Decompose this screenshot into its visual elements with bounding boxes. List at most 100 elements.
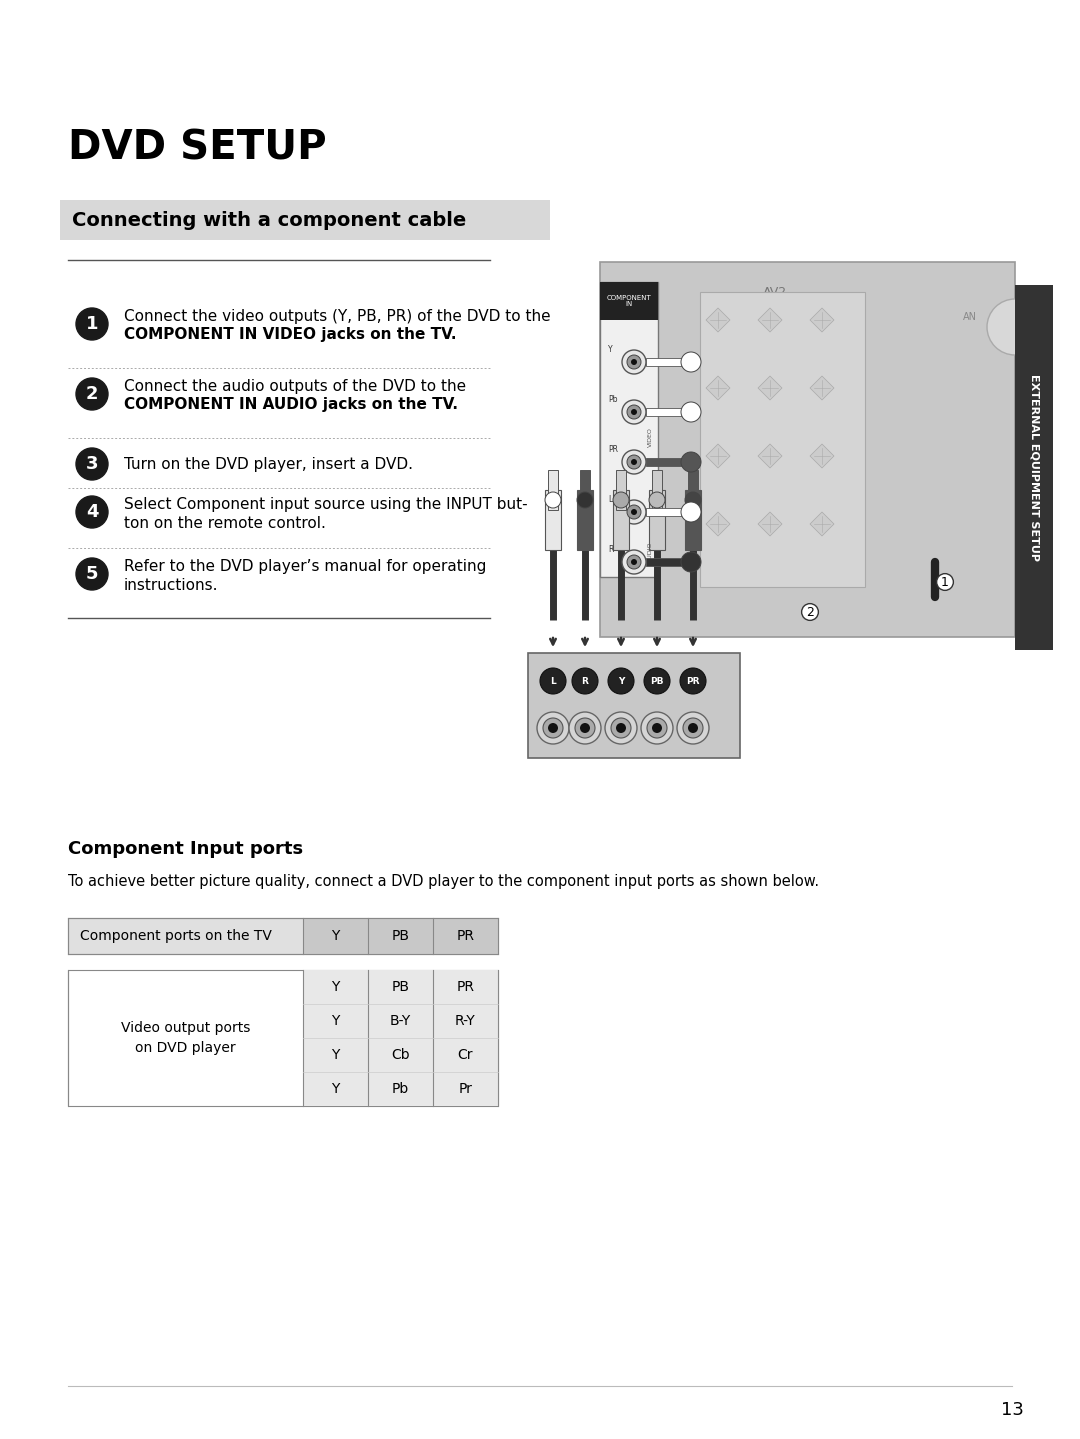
Circle shape (627, 355, 642, 368)
Circle shape (76, 308, 108, 340)
Text: AUDIO: AUDIO (648, 541, 652, 563)
Bar (600, 262, 1015, 637)
Circle shape (605, 712, 637, 744)
Bar (646, 409, 691, 416)
Circle shape (681, 502, 701, 522)
Circle shape (681, 452, 701, 472)
Bar (600, 282, 658, 577)
Text: R: R (581, 676, 589, 685)
Circle shape (631, 509, 637, 515)
Circle shape (627, 455, 642, 469)
Circle shape (680, 668, 706, 694)
Circle shape (642, 712, 673, 744)
Text: Component Input ports: Component Input ports (68, 840, 303, 858)
Bar (646, 358, 691, 366)
Text: AN: AN (963, 312, 977, 322)
Polygon shape (706, 512, 730, 535)
Polygon shape (758, 308, 782, 332)
Text: COMPONENT IN VIDEO jacks on the TV.: COMPONENT IN VIDEO jacks on the TV. (124, 328, 457, 342)
Text: COMPONENT
IN: COMPONENT IN (607, 295, 651, 308)
Text: 4: 4 (85, 504, 98, 521)
Circle shape (627, 505, 642, 519)
Text: Y: Y (332, 980, 340, 994)
Text: Cb: Cb (391, 1048, 409, 1062)
Text: Pr: Pr (459, 1082, 472, 1097)
Bar (616, 471, 626, 509)
Bar (600, 282, 658, 319)
Text: Connect the audio outputs of the DVD to the: Connect the audio outputs of the DVD to … (124, 380, 467, 394)
Bar (433, 918, 498, 954)
Bar (433, 970, 498, 1107)
Circle shape (627, 404, 642, 419)
Text: 2: 2 (806, 606, 814, 619)
Circle shape (548, 722, 558, 732)
Text: VIDEO: VIDEO (648, 427, 652, 448)
Bar (688, 471, 698, 509)
Bar (68, 918, 498, 954)
Circle shape (627, 555, 642, 568)
Polygon shape (810, 512, 834, 535)
Circle shape (622, 499, 646, 524)
Text: Y: Y (332, 930, 340, 943)
Bar (528, 653, 740, 758)
Bar (60, 200, 550, 240)
Circle shape (647, 718, 667, 738)
Text: Y: Y (332, 1014, 340, 1027)
Circle shape (613, 492, 629, 508)
Text: Video output ports
on DVD player: Video output ports on DVD player (121, 1020, 251, 1055)
Bar (700, 292, 865, 587)
Text: Y: Y (332, 1048, 340, 1062)
Circle shape (545, 492, 561, 508)
Text: 13: 13 (1000, 1402, 1024, 1419)
Bar (303, 970, 368, 1107)
Bar (613, 491, 629, 550)
Circle shape (575, 718, 595, 738)
Text: 3: 3 (85, 455, 98, 473)
Circle shape (611, 718, 631, 738)
Circle shape (631, 358, 637, 366)
Text: Turn on the DVD player, insert a DVD.: Turn on the DVD player, insert a DVD. (124, 456, 413, 472)
Circle shape (681, 353, 701, 373)
Bar (577, 491, 593, 550)
Circle shape (622, 350, 646, 374)
Text: L: L (550, 676, 556, 685)
Circle shape (622, 450, 646, 473)
Text: DVD SETUP: DVD SETUP (68, 128, 326, 168)
Text: AV2: AV2 (762, 285, 787, 298)
Text: Connect the video outputs (Y, PB, PR) of the DVD to the: Connect the video outputs (Y, PB, PR) of… (124, 309, 551, 325)
Text: Y: Y (608, 345, 612, 354)
Text: Y: Y (332, 1082, 340, 1097)
Polygon shape (706, 308, 730, 332)
Circle shape (631, 558, 637, 566)
Bar (649, 491, 665, 550)
Circle shape (681, 401, 701, 422)
Circle shape (569, 712, 600, 744)
Text: Refer to the DVD player’s manual for operating: Refer to the DVD player’s manual for ope… (124, 560, 486, 574)
Text: PR: PR (686, 676, 700, 685)
Bar (646, 458, 691, 466)
Polygon shape (810, 308, 834, 332)
Polygon shape (706, 376, 730, 400)
Bar (646, 508, 691, 517)
Bar (646, 558, 691, 566)
Text: instructions.: instructions. (124, 577, 218, 593)
Text: L: L (608, 495, 612, 505)
Text: Pb: Pb (608, 396, 618, 404)
Text: Connecting with a component cable: Connecting with a component cable (72, 210, 467, 229)
Bar (685, 491, 701, 550)
Circle shape (76, 378, 108, 410)
Circle shape (683, 718, 703, 738)
Circle shape (76, 448, 108, 481)
Circle shape (987, 299, 1043, 355)
Text: B-Y: B-Y (390, 1014, 411, 1027)
Text: Select Component input source using the INPUT but-: Select Component input source using the … (124, 498, 528, 512)
Bar (368, 970, 433, 1107)
Circle shape (622, 550, 646, 574)
Text: PR: PR (457, 980, 474, 994)
Circle shape (652, 722, 662, 732)
Text: COMPONENT IN AUDIO jacks on the TV.: COMPONENT IN AUDIO jacks on the TV. (124, 397, 458, 413)
Bar (1015, 285, 1053, 650)
Text: ton on the remote control.: ton on the remote control. (124, 515, 326, 531)
Text: PR: PR (608, 446, 618, 455)
Circle shape (76, 496, 108, 528)
